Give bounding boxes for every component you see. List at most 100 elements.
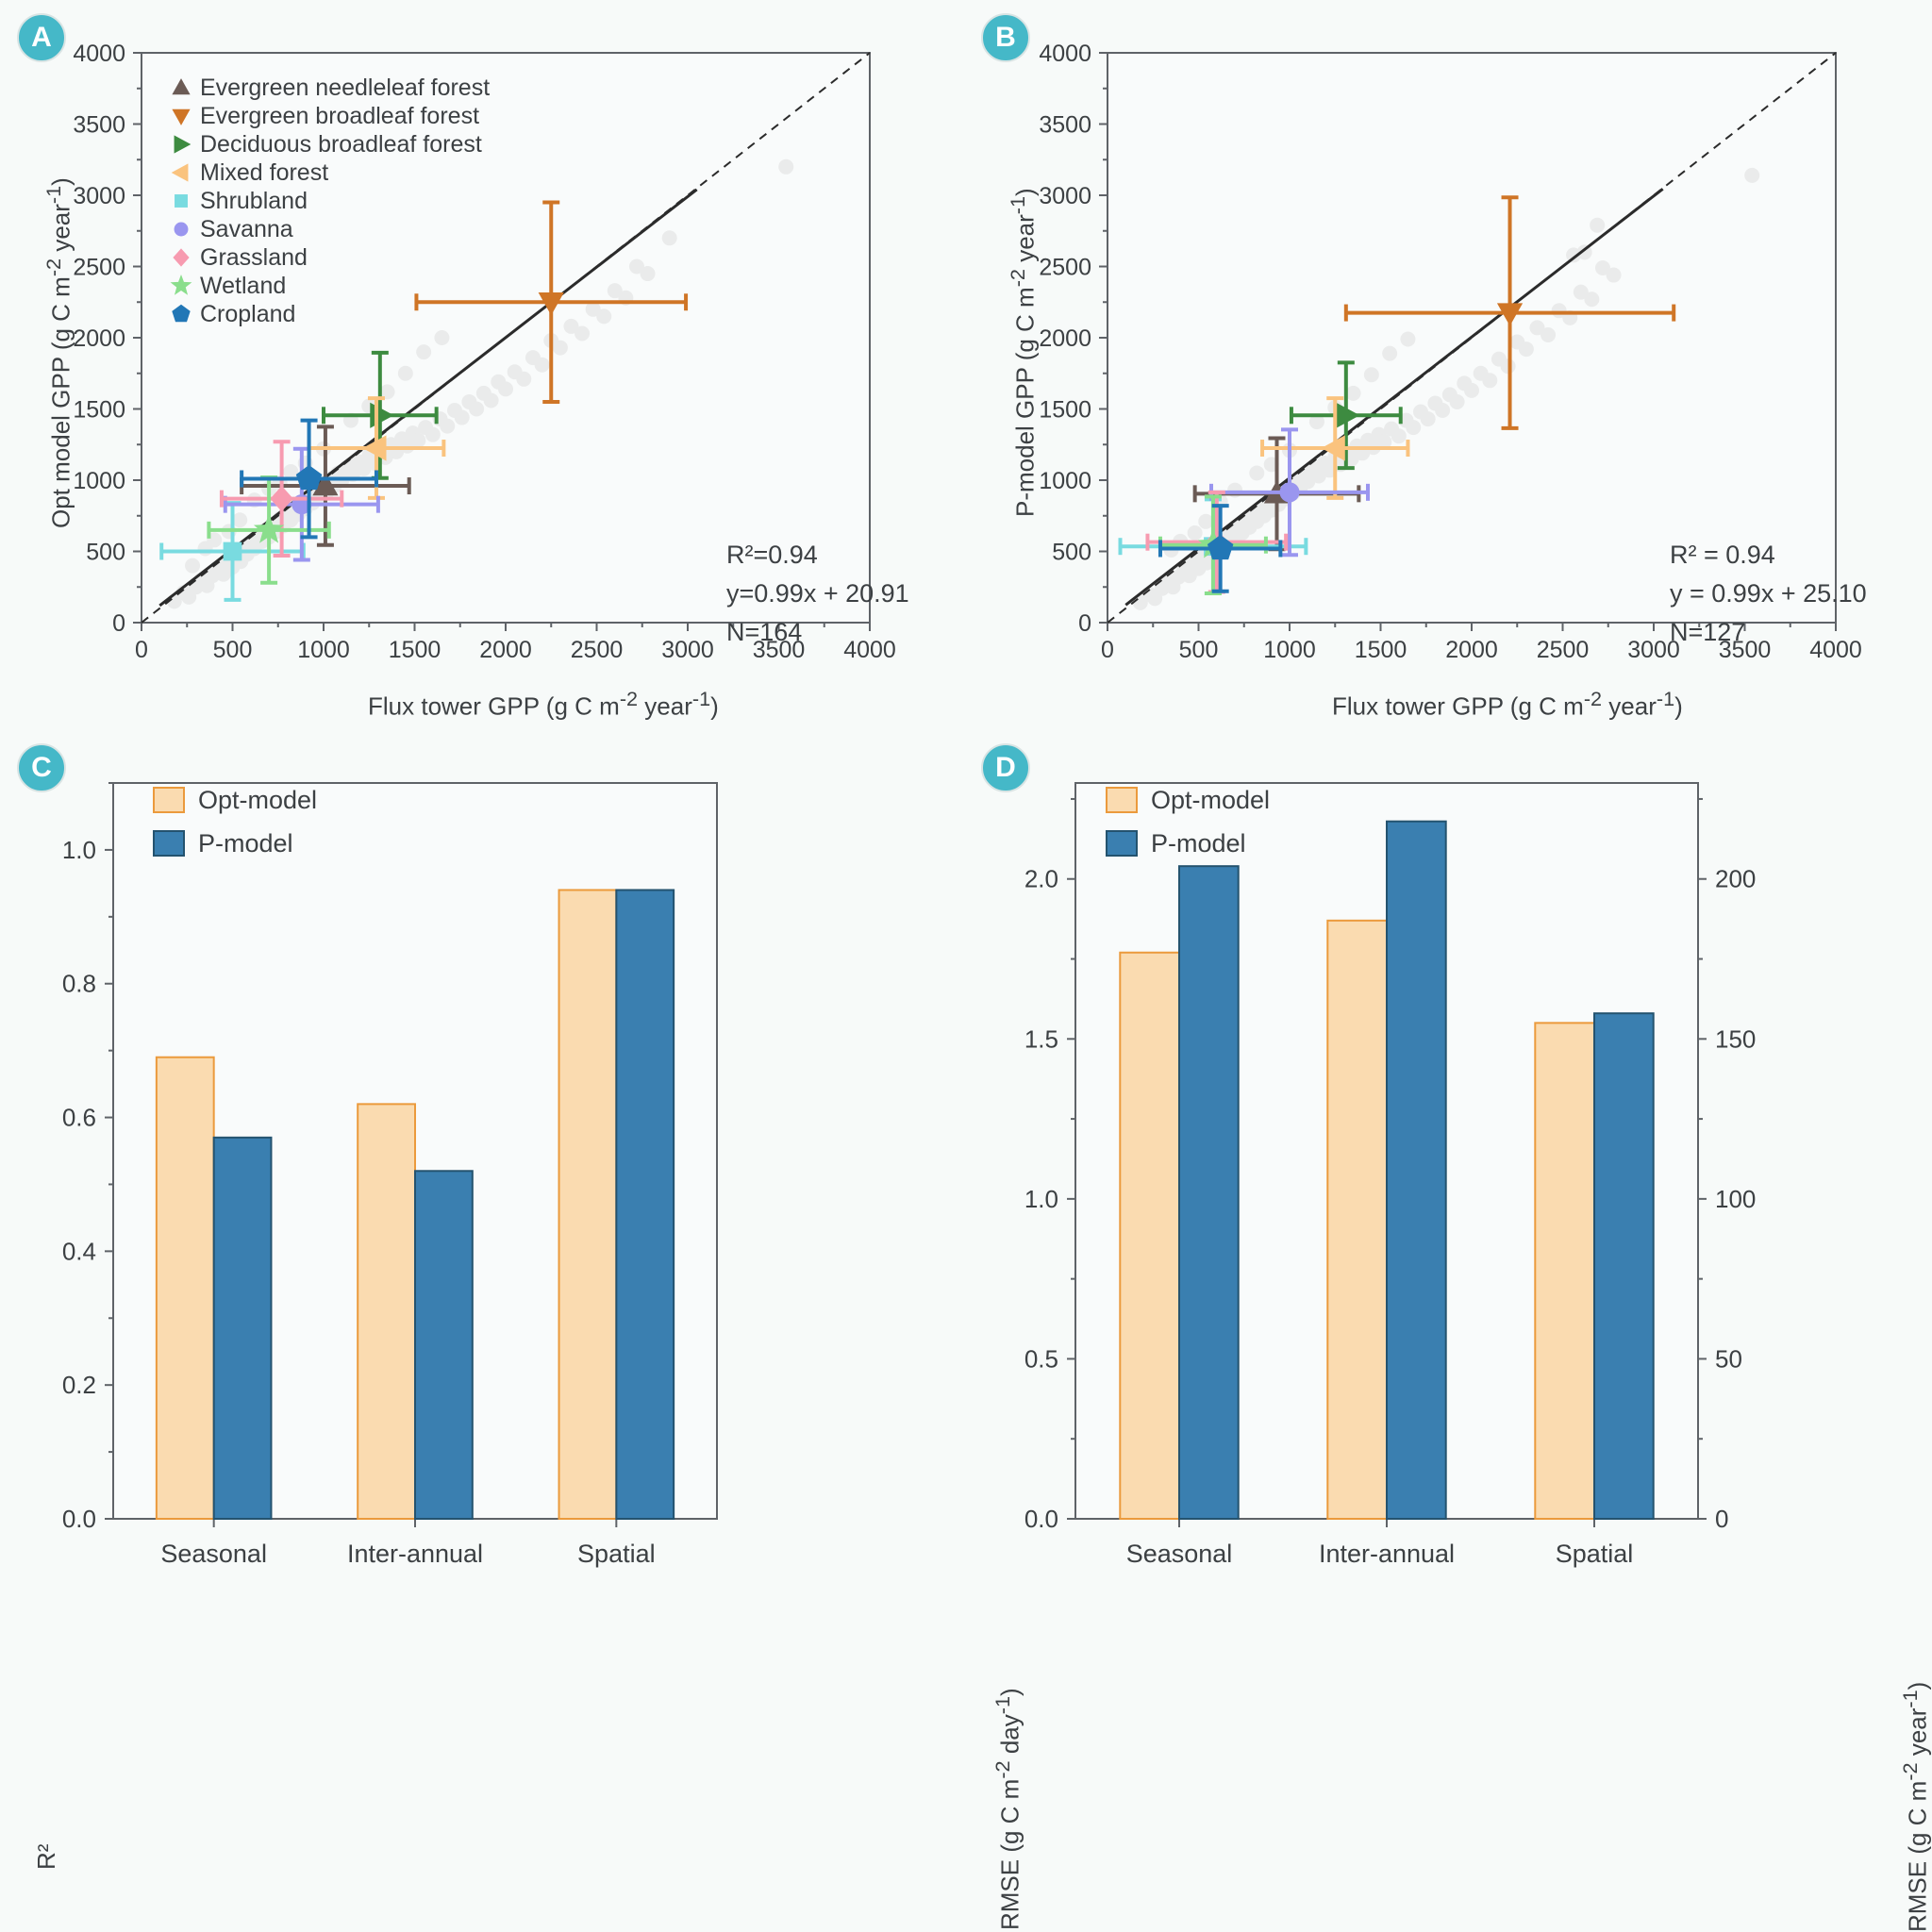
legend-swatch (153, 787, 185, 813)
category-label-seasonal: Seasonal (160, 1540, 267, 1568)
panel-b-equation: y = 0.99x + 25.10 (1670, 579, 1867, 608)
pentagon-icon (166, 301, 196, 327)
svg-text:500: 500 (1052, 540, 1091, 566)
legend-item-triangle-left[interactable]: Mixed forest (166, 158, 490, 187)
legend-item-diamond[interactable]: Grassland (166, 243, 490, 272)
svg-text:0.2: 0.2 (62, 1371, 96, 1399)
legend-swatch (1106, 830, 1138, 857)
panel-a-ylabel: Opt model GPP (g C m-2 year-1) (42, 177, 75, 528)
star-icon (166, 273, 196, 299)
svg-text:2000: 2000 (1445, 637, 1498, 663)
svg-text:2500: 2500 (1039, 255, 1091, 281)
category-label-spatial: Spatial (1555, 1540, 1634, 1568)
legend-item-p-model[interactable]: P-model (153, 824, 317, 862)
panel-badge-d: D (981, 743, 1030, 792)
svg-text:1000: 1000 (297, 637, 350, 663)
svg-text:1000: 1000 (73, 468, 125, 494)
svg-text:3000: 3000 (1627, 637, 1680, 663)
svg-text:0.0: 0.0 (62, 1505, 96, 1533)
panel-c-ylabel: R² (32, 1843, 60, 1870)
svg-text:1500: 1500 (73, 397, 125, 424)
panel-a-xlabel: Flux tower GPP (g C m-2 year-1) (368, 687, 719, 721)
legend-label: Savanna (200, 215, 293, 242)
category-label-seasonal: Seasonal (1125, 1540, 1233, 1568)
svg-text:4000: 4000 (1039, 41, 1091, 67)
panel-a-r2: R²=0.94 (726, 541, 818, 569)
legend-label: Wetland (200, 272, 287, 299)
svg-text:1000: 1000 (1263, 637, 1316, 663)
legend-label: Deciduous broadleaf forest (200, 130, 482, 158)
svg-text:2000: 2000 (1039, 325, 1091, 352)
legend-label: Shrubland (200, 187, 308, 214)
panel-d-ylabel-right: RMSE (g C m-2 year-1) (1898, 1681, 1932, 1932)
legend-item-opt-model[interactable]: Opt-model (153, 781, 317, 819)
legend-item-square[interactable]: Shrubland (166, 187, 490, 215)
svg-text:0: 0 (1101, 637, 1114, 663)
svg-text:0.8: 0.8 (62, 970, 96, 998)
svg-text:0: 0 (112, 610, 125, 637)
svg-text:0.0: 0.0 (1024, 1505, 1058, 1533)
svg-text:0.6: 0.6 (62, 1104, 96, 1132)
legend-item-triangle-down[interactable]: Evergreen broadleaf forest (166, 102, 490, 130)
svg-text:2000: 2000 (73, 325, 125, 352)
figure-root: A 0 500 1000 1500 2000 2500 3000 3500 4000 0 500 10… (17, 13, 1932, 1932)
svg-text:50: 50 (1715, 1344, 1742, 1373)
panel-b-xlabel: Flux tower GPP (g C m-2 year-1) (1332, 687, 1683, 721)
square-icon (166, 188, 196, 214)
legend-item-triangle-up[interactable]: Evergreen needleleaf forest (166, 74, 490, 102)
svg-text:200: 200 (1715, 865, 1756, 893)
svg-text:100: 100 (1715, 1185, 1756, 1213)
legend-item-circle[interactable]: Savanna (166, 215, 490, 243)
panel-b-ylabel: P-model GPP (g C m-2 year-1) (1006, 188, 1040, 517)
svg-text:3500: 3500 (1039, 112, 1091, 139)
panel-b-r2: R² = 0.94 (1670, 541, 1775, 569)
svg-text:1500: 1500 (389, 637, 441, 663)
legend-swatch (1106, 787, 1138, 813)
legend-label: Opt-model (198, 785, 318, 814)
legend-label: Evergreen broadleaf forest (200, 102, 480, 129)
legend-item-opt-model[interactable]: Opt-model (1106, 781, 1270, 819)
legend-label: Grassland (200, 243, 308, 271)
svg-text:1.0: 1.0 (1024, 1185, 1058, 1213)
legend-label: P-model (1151, 828, 1246, 858)
legend-item-star[interactable]: Wetland (166, 272, 490, 300)
svg-text:3500: 3500 (753, 637, 806, 663)
svg-text:1500: 1500 (1039, 397, 1091, 424)
triangle-right-icon (166, 131, 196, 158)
legend-label: Mixed forest (200, 158, 329, 186)
svg-text:500: 500 (1179, 637, 1219, 663)
legend-label: Evergreen needleleaf forest (200, 74, 491, 101)
svg-text:3000: 3000 (73, 183, 125, 209)
svg-text:4000: 4000 (73, 41, 125, 67)
circle-icon (166, 216, 196, 242)
svg-text:1000: 1000 (1039, 468, 1091, 494)
svg-text:3000: 3000 (661, 637, 714, 663)
svg-text:500: 500 (86, 540, 125, 566)
legend-item-triangle-right[interactable]: Deciduous broadleaf forest (166, 130, 490, 158)
panel-c-legend: Opt-model P-model (153, 781, 317, 868)
panel-a-stats: R²=0.94 y=0.99x + 20.91 N=164 (726, 536, 909, 652)
svg-text:500: 500 (213, 637, 253, 663)
svg-text:0: 0 (1078, 610, 1091, 637)
category-label-inter-annual: Inter-annual (346, 1540, 484, 1568)
svg-text:1.0: 1.0 (62, 836, 96, 864)
svg-text:4000: 4000 (1809, 637, 1862, 663)
svg-text:150: 150 (1715, 1024, 1756, 1053)
legend-item-pentagon[interactable]: Cropland (166, 300, 490, 328)
svg-text:0: 0 (1715, 1505, 1728, 1533)
svg-text:2.0: 2.0 (1024, 865, 1058, 893)
svg-text:0.4: 0.4 (62, 1237, 96, 1265)
svg-text:2000: 2000 (479, 637, 532, 663)
panel-a-n: N=164 (726, 618, 803, 646)
legend-item-p-model[interactable]: P-model (1106, 824, 1270, 862)
svg-text:3000: 3000 (1039, 183, 1091, 209)
triangle-down-icon (166, 103, 196, 129)
panel-badge-a: A (17, 13, 66, 62)
svg-text:2500: 2500 (1537, 637, 1590, 663)
legend-label: Cropland (200, 300, 296, 327)
panel-d-legend: Opt-model P-model (1106, 781, 1270, 868)
svg-text:4000: 4000 (843, 637, 896, 663)
panel-b-stats: R² = 0.94 y = 0.99x + 25.10 N=127 (1670, 536, 1867, 652)
svg-text:0: 0 (135, 637, 148, 663)
svg-text:3500: 3500 (73, 112, 125, 139)
